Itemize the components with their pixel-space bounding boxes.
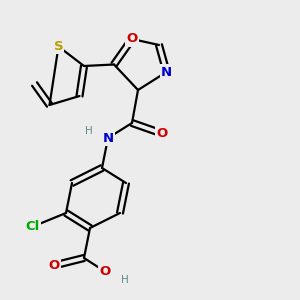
Text: O: O (48, 259, 60, 272)
Text: N: N (161, 65, 172, 79)
Text: Cl: Cl (26, 220, 40, 233)
Text: H: H (121, 274, 128, 285)
Text: O: O (156, 127, 168, 140)
Text: O: O (126, 32, 138, 46)
Text: O: O (99, 265, 111, 278)
Text: N: N (102, 131, 114, 145)
Text: H: H (85, 125, 92, 136)
Text: S: S (54, 40, 63, 53)
